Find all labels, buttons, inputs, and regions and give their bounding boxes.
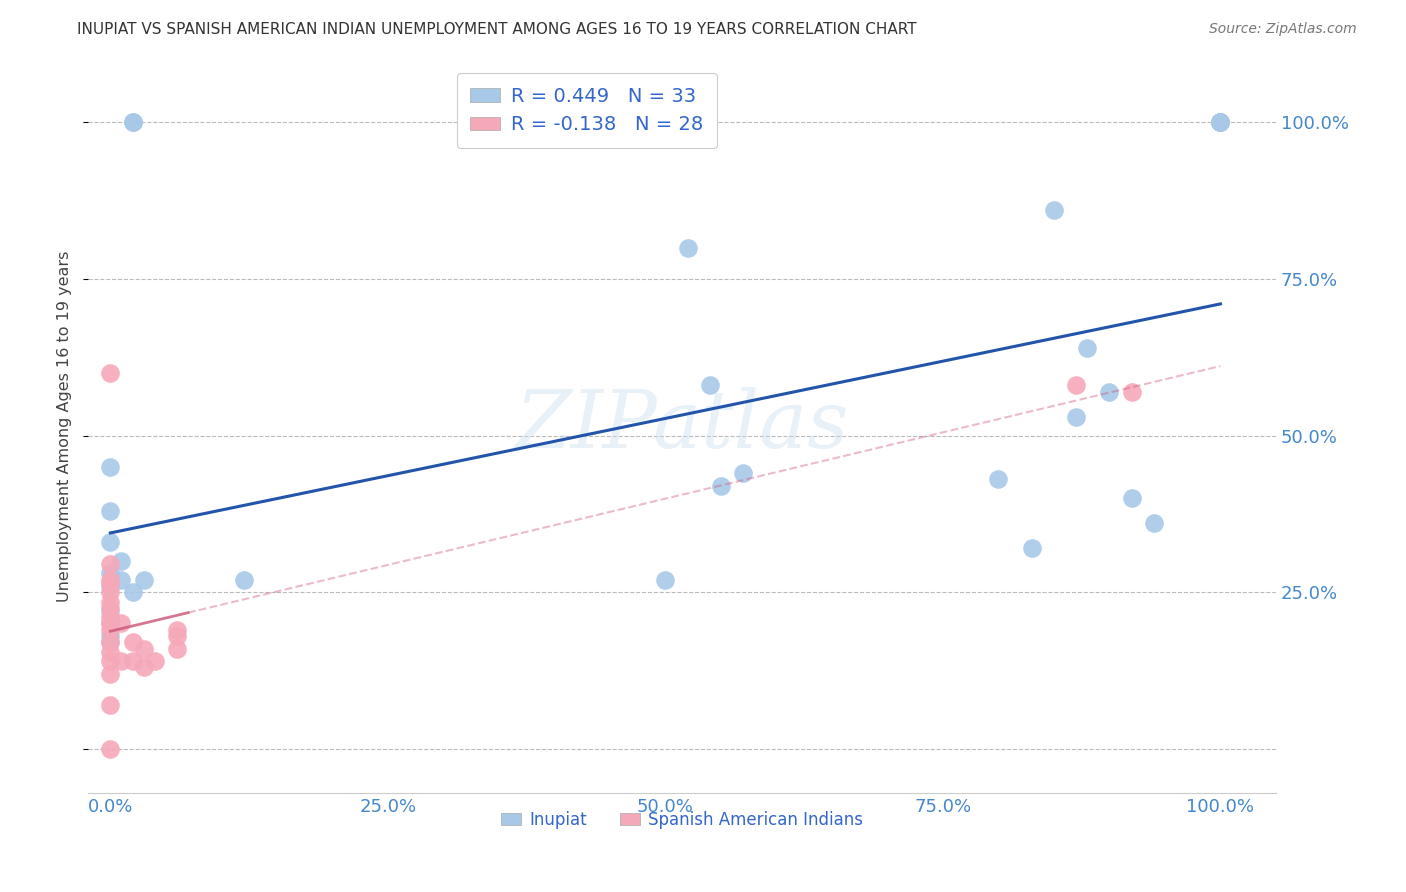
Point (98, 594, 121, 608)
Text: ZIPatlas: ZIPatlas (516, 387, 849, 465)
Point (110, 654, 132, 668)
Point (110, 616, 132, 631)
Point (166, 629, 188, 643)
Point (132, 660, 155, 674)
Point (98, 616, 121, 631)
Point (98, 635, 121, 649)
Point (98, 623, 121, 637)
Point (654, 573, 676, 587)
Point (733, 466, 755, 480)
Point (98, 557, 121, 571)
Point (98, 645, 121, 659)
Point (98, 604, 121, 618)
Point (1121, 384, 1143, 399)
Point (232, 573, 254, 587)
Point (110, 554, 132, 568)
Point (1021, 541, 1043, 556)
Point (1098, 384, 1121, 399)
Point (98, 741, 121, 756)
Point (1209, 115, 1232, 129)
Point (1121, 491, 1143, 505)
Point (1076, 341, 1098, 355)
Point (121, 115, 143, 129)
Point (987, 472, 1010, 486)
Point (98, 666, 121, 681)
Point (98, 366, 121, 380)
Point (676, 241, 699, 255)
Point (1043, 202, 1066, 217)
Point (1143, 516, 1166, 531)
Point (98, 635, 121, 649)
Point (98, 566, 121, 581)
Y-axis label: Unemployment Among Ages 16 to 19 years: Unemployment Among Ages 16 to 19 years (58, 251, 72, 602)
Point (166, 641, 188, 656)
Point (121, 635, 143, 649)
Point (166, 623, 188, 637)
Point (98, 629, 121, 643)
Point (98, 535, 121, 549)
Text: Source: ZipAtlas.com: Source: ZipAtlas.com (1209, 22, 1357, 37)
Point (1064, 409, 1087, 424)
Point (710, 478, 733, 492)
Point (1209, 115, 1232, 129)
Point (98, 504, 121, 518)
Point (1064, 378, 1087, 392)
Point (98, 573, 121, 587)
Point (1209, 115, 1232, 129)
Point (98, 585, 121, 599)
Point (110, 573, 132, 587)
Point (699, 378, 721, 392)
Point (98, 600, 121, 615)
Point (98, 575, 121, 590)
Point (98, 616, 121, 631)
Point (121, 115, 143, 129)
Point (98, 610, 121, 624)
Point (98, 654, 121, 668)
Point (98, 579, 121, 593)
Point (132, 573, 155, 587)
Point (1209, 115, 1232, 129)
Text: INUPIAT VS SPANISH AMERICAN INDIAN UNEMPLOYMENT AMONG AGES 16 TO 19 YEARS CORREL: INUPIAT VS SPANISH AMERICAN INDIAN UNEMP… (77, 22, 917, 37)
Legend: Inupiat, Spanish American Indians: Inupiat, Spanish American Indians (494, 805, 870, 836)
Point (98, 459, 121, 474)
Point (143, 654, 166, 668)
Point (121, 654, 143, 668)
Point (98, 698, 121, 712)
Point (132, 641, 155, 656)
Point (121, 585, 143, 599)
